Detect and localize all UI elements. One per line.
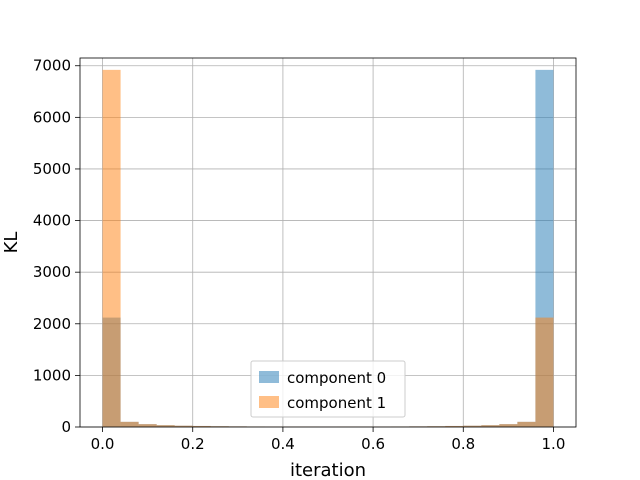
legend-swatch-component-1 [259, 396, 279, 408]
legend-swatch-component-0 [259, 371, 279, 383]
y-tick-label: 0 [61, 418, 71, 436]
x-axis-label: iteration [290, 460, 366, 480]
y-axis-label: KL [1, 232, 22, 254]
x-tick-label: 0.8 [451, 435, 475, 453]
y-tick-label: 3000 [33, 263, 71, 281]
x-tick-label: 0.2 [181, 435, 205, 453]
bar-series-1 [156, 425, 175, 427]
legend: component 0 component 1 [250, 360, 406, 418]
bar-series-1 [102, 69, 121, 427]
x-tick-label: 1.0 [542, 435, 566, 453]
legend-box [250, 360, 406, 418]
bar-series-1 [192, 425, 211, 427]
axis-ticks: 0.0 0.2 0.4 0.6 0.8 1.0 0 1000 2000 3000 4000 5000 6… [33, 57, 566, 453]
bar-series-1 [445, 425, 464, 427]
bar-series-1 [535, 317, 554, 427]
bar-series-1 [120, 421, 139, 427]
bar-series-1 [481, 425, 500, 427]
x-tick-label: 0.0 [91, 435, 115, 453]
legend-label-component-0: component 0 [287, 369, 386, 387]
legend-label-component-1: component 1 [287, 394, 386, 412]
y-tick-label: 1000 [33, 366, 71, 384]
bar-series-1 [499, 424, 518, 427]
y-tick-label: 7000 [33, 57, 71, 75]
y-tick-label: 4000 [33, 212, 71, 230]
y-tick-label: 6000 [33, 108, 71, 126]
bar-series-1 [174, 425, 193, 427]
y-tick-label: 2000 [33, 315, 71, 333]
x-tick-label: 0.4 [271, 435, 295, 453]
bar-series-1 [517, 421, 536, 427]
bar-series-1 [138, 424, 157, 427]
bar-series-1 [463, 425, 482, 427]
histogram-bars [102, 69, 554, 427]
x-tick-label: 0.6 [361, 435, 385, 453]
plot-area-frame [79, 57, 577, 428]
y-tick-label: 5000 [33, 160, 71, 178]
